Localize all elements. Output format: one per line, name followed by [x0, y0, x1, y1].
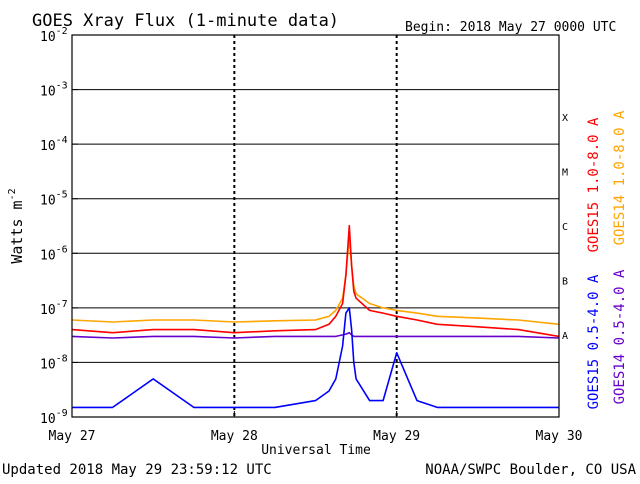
- x-axis-ticks: May 27 May 28 May 29 May 30: [49, 411, 583, 444]
- y-tick-label-1: 10-3: [40, 81, 68, 100]
- grid: [72, 34, 559, 418]
- legend: GOES15 1.0-8.0 A GOES14 1.0-8.0 A GOES15 0…: [586, 110, 628, 409]
- flare-class-b: B: [562, 277, 568, 288]
- legend-entry-0: GOES15 1.0-8.0 A: [586, 117, 602, 252]
- credit-label: NOAA/SWPC Boulder, CO USA: [425, 462, 636, 478]
- x-tick-label-3: May 30: [536, 429, 583, 444]
- flare-class-m: M: [562, 167, 568, 178]
- y-tick-label-2: 10-4: [40, 135, 68, 154]
- legend-entry-3: GOES14 0.5-4.0 A: [612, 269, 628, 404]
- flare-class-c: C: [562, 222, 568, 233]
- y-tick-label-6: 10-8: [40, 353, 68, 372]
- chart-title: GOES Xray Flux (1-minute data): [32, 11, 339, 31]
- y-axis-label-exponent: -2: [7, 188, 18, 200]
- flare-class-x: X: [562, 113, 568, 124]
- x-tick-label-0: May 27: [49, 429, 96, 444]
- series-line-3: [71, 331, 560, 339]
- series-line-2: [72, 307, 559, 409]
- y-axis-label: Watts m-2: [7, 188, 26, 263]
- x-tick-label-1: May 28: [211, 429, 258, 444]
- series-line-0: [71, 224, 560, 338]
- begin-label: Begin: 2018 May 27 0000 UTC: [405, 20, 616, 35]
- updated-timestamp: Updated 2018 May 29 23:59:12 UTC: [2, 462, 272, 478]
- y-tick-label-3: 10-5: [40, 190, 68, 209]
- x-axis-label: Universal Time: [261, 443, 371, 458]
- plot-frame: [71, 34, 560, 418]
- legend-entry-2: GOES15 0.5-4.0 A: [586, 274, 602, 409]
- flare-class-labels: X M C B A: [562, 113, 568, 342]
- y-axis-ticks: 10-2 10-3 10-4 10-5 10-6 10-7 10-8 10-9: [40, 26, 78, 427]
- x-tick-label-2: May 29: [373, 429, 420, 444]
- legend-entry-1: GOES14 1.0-8.0 A: [612, 110, 628, 245]
- y-tick-label-4: 10-6: [40, 244, 68, 263]
- y-tick-label-5: 10-7: [40, 299, 68, 318]
- flare-class-a: A: [562, 331, 568, 342]
- series-line-1: [71, 236, 560, 326]
- y-axis-label-text: Watts m: [8, 200, 26, 263]
- series-lines: [71, 224, 560, 409]
- y-tick-label-7: 10-9: [40, 408, 68, 427]
- y-tick-label-0: 10-2: [40, 26, 68, 45]
